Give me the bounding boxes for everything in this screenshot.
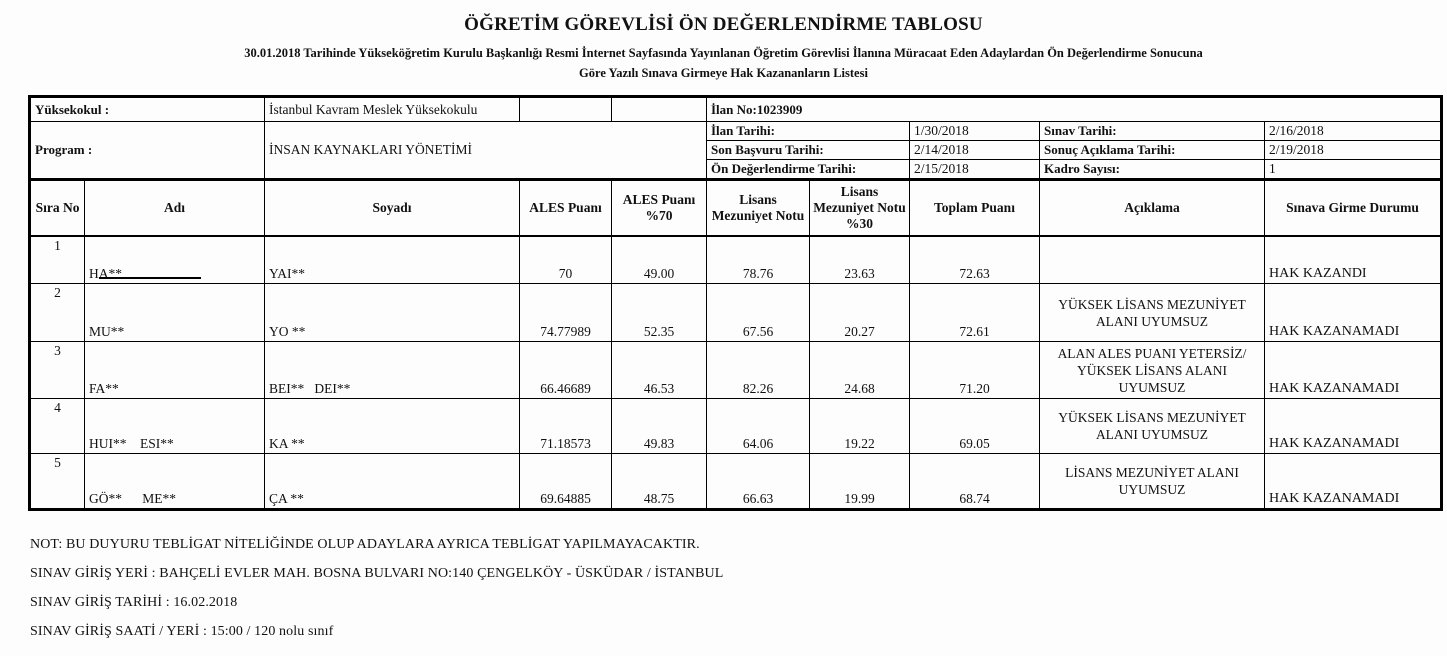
cell-ales-puani: 69.64885 <box>519 453 612 510</box>
column-header-lisans-mezuniyet-notu-30: Lisans Mezuniyet Notu %30 <box>809 178 910 237</box>
yuksekokul-value: İstanbul Kavram Meslek Yüksekokulu <box>264 96 520 122</box>
subtitle-line-2: Göre Yazılı Sınava Girmeye Hak Kazananla… <box>579 66 868 80</box>
info-row-yuksekokul: Yüksekokul : İstanbul Kavram Meslek Yüks… <box>29 96 1443 122</box>
cell-sinava-girme-durumu: HAK KAZANAMADI <box>1263 453 1443 510</box>
subtitle-line-1: 30.01.2018 Tarihinde Yükseköğretim Kurul… <box>244 46 1203 60</box>
cell-lisans-notu-30: 19.99 <box>809 453 910 510</box>
cell-soyadi: KA ** <box>264 398 520 454</box>
evaluation-table: Yüksekokul : İstanbul Kavram Meslek Yüks… <box>28 95 1444 511</box>
cell-ales-puani-70: 46.53 <box>611 341 707 399</box>
kadro-sayisi-value: 1 <box>1263 159 1443 180</box>
redaction-line <box>99 277 201 279</box>
note-sinav-giris-saati-yeri: SINAV GİRİŞ SAATİ / YERİ : 15:00 / 120 n… <box>30 624 334 639</box>
sonuc-aciklama-value: 2/19/2018 <box>1263 140 1443 160</box>
info-row-ilan-tarihi: Program : İNSAN KAYNAKLARI YÖNETİMİ İlan… <box>29 121 1443 180</box>
cell-lisans-notu: 64.06 <box>706 398 810 454</box>
program-label: Program : <box>29 121 265 180</box>
cell-toplam-puani: 71.20 <box>909 341 1040 399</box>
empty-cell <box>611 96 707 122</box>
cell-sira-no: 4 <box>29 398 85 454</box>
table-row: 1 HA** YAI** 70 49.00 78.76 23.63 72.63 … <box>29 235 1443 284</box>
sonuc-aciklama-label: Sonuç Açıklama Tarihi: <box>1039 140 1265 160</box>
cell-toplam-puani: 69.05 <box>909 398 1040 454</box>
table-row: 3 FA** BEI** DEI** 66.46689 46.53 82.26 … <box>29 341 1443 399</box>
note-sinav-giris-tarihi: SINAV GİRİŞ TARİHİ : 16.02.2018 <box>30 595 238 610</box>
sinav-tarihi-value: 2/16/2018 <box>1263 121 1443 141</box>
cell-aciklama: YÜKSEK LİSANS MEZUNİYET ALANI UYUMSUZ <box>1039 398 1265 454</box>
note-tebligat: NOT: BU DUYURU TEBLİGAT NİTELİĞİNDE OLUP… <box>30 537 700 552</box>
cell-soyadi: YAI** <box>264 235 520 284</box>
cell-toplam-puani: 72.63 <box>909 235 1040 284</box>
cell-sinava-girme-durumu: HAK KAZANAMADI <box>1263 341 1443 399</box>
program-value: İNSAN KAYNAKLARI YÖNETİMİ <box>264 121 707 180</box>
column-header-adi: Adı <box>84 178 265 237</box>
column-header-sira-no: Sıra No <box>29 178 85 237</box>
cell-adi: FA** <box>84 341 265 399</box>
ilan-no: İlan No:1023909 <box>705 96 1443 122</box>
kadro-sayisi-label: Kadro Sayısı: <box>1039 159 1265 180</box>
note-sinav-giris-yeri: SINAV GİRİŞ YERİ : BAHÇELİ EVLER MAH. BO… <box>30 566 724 581</box>
sinav-tarihi-label: Sınav Tarihi: <box>1039 121 1265 141</box>
cell-ales-puani: 74.77989 <box>519 283 612 342</box>
cell-sinava-girme-durumu: HAK KAZANAMADI <box>1263 283 1443 342</box>
cell-ales-puani: 71.18573 <box>519 398 612 454</box>
cell-sinava-girme-durumu: HAK KAZANDI <box>1263 235 1443 284</box>
cell-lisans-notu: 67.56 <box>706 283 810 342</box>
cell-aciklama <box>1039 235 1265 284</box>
ilan-tarihi-label: İlan Tarihi: <box>706 121 910 141</box>
son-basvuru-value: 2/14/2018 <box>909 140 1040 160</box>
column-header-lisans-mezuniyet-notu: Lisans Mezuniyet Notu <box>706 178 810 237</box>
cell-soyadi: YO ** <box>264 283 520 342</box>
on-degerlendirme-label: Ön Değerlendirme Tarihi: <box>706 159 910 180</box>
cell-sinava-girme-durumu: HAK KAZANAMADI <box>1263 398 1443 454</box>
column-header-ales-puani: ALES Puanı <box>519 178 612 237</box>
cell-ales-puani-70: 49.00 <box>611 235 707 284</box>
cell-sira-no: 1 <box>29 235 85 284</box>
column-header-ales-puani-70: ALES Puanı %70 <box>611 178 707 237</box>
cell-sira-no: 3 <box>29 341 85 399</box>
table-row: 4 HUI** ESI** KA ** 71.18573 49.83 64.06… <box>29 398 1443 454</box>
cell-aciklama: YÜKSEK LİSANS MEZUNİYET ALANI UYUMSUZ <box>1039 283 1265 342</box>
cell-lisans-notu-30: 20.27 <box>809 283 910 342</box>
cell-aciklama: LİSANS MEZUNİYET ALANI UYUMSUZ <box>1039 453 1265 510</box>
column-header-row: Sıra No Adı Soyadı ALES Puanı ALES Puanı… <box>29 178 1443 237</box>
cell-adi: HUI** ESI** <box>84 398 265 454</box>
son-basvuru-label: Son Başvuru Tarihi: <box>706 140 910 160</box>
cell-adi: GÖ** ME** <box>84 453 265 510</box>
cell-adi: MU** <box>84 283 265 342</box>
cell-soyadi: ÇA ** <box>264 453 520 510</box>
yuksekokul-label: Yüksekokul : <box>29 96 265 122</box>
cell-lisans-notu: 66.63 <box>706 453 810 510</box>
column-header-toplam-puani: Toplam Puanı <box>909 178 1040 237</box>
column-header-soyadi: Soyadı <box>264 178 520 237</box>
cell-ales-puani-70: 48.75 <box>611 453 707 510</box>
on-degerlendirme-value: 2/15/2018 <box>909 159 1040 180</box>
cell-lisans-notu: 78.76 <box>706 235 810 284</box>
cell-lisans-notu-30: 23.63 <box>809 235 910 284</box>
page-title: ÖĞRETİM GÖREVLİSİ ÖN DEĞERLENDİRME TABLO… <box>464 14 983 35</box>
cell-ales-puani: 70 <box>519 235 612 284</box>
cell-ales-puani-70: 49.83 <box>611 398 707 454</box>
cell-ales-puani-70: 52.35 <box>611 283 707 342</box>
cell-toplam-puani: 72.61 <box>909 283 1040 342</box>
cell-ales-puani: 66.46689 <box>519 341 612 399</box>
cell-lisans-notu-30: 24.68 <box>809 341 910 399</box>
table-row: 5 GÖ** ME** ÇA ** 69.64885 48.75 66.63 1… <box>29 453 1443 510</box>
cell-aciklama: ALAN ALES PUANI YETERSİZ/ YÜKSEK LİSANS … <box>1039 341 1265 399</box>
cell-lisans-notu-30: 19.22 <box>809 398 910 454</box>
column-header-aciklama: Açıklama <box>1039 178 1265 237</box>
table-row: 2 MU** YO ** 74.77989 52.35 67.56 20.27 … <box>29 283 1443 342</box>
cell-adi: HA** <box>84 235 265 284</box>
ilan-tarihi-value: 1/30/2018 <box>909 121 1040 141</box>
cell-sira-no: 5 <box>29 453 85 510</box>
column-header-sinava-girme-durumu: Sınava Girme Durumu <box>1263 178 1443 237</box>
cell-lisans-notu: 82.26 <box>706 341 810 399</box>
empty-cell <box>519 96 612 122</box>
footer-notes: NOT: BU DUYURU TEBLİGAT NİTELİĞİNDE OLUP… <box>30 537 723 653</box>
cell-toplam-puani: 68.74 <box>909 453 1040 510</box>
cell-sira-no: 2 <box>29 283 85 342</box>
document-header: ÖĞRETİM GÖREVLİSİ ÖN DEĞERLENDİRME TABLO… <box>0 14 1447 83</box>
cell-soyadi: BEI** DEI** <box>264 341 520 399</box>
